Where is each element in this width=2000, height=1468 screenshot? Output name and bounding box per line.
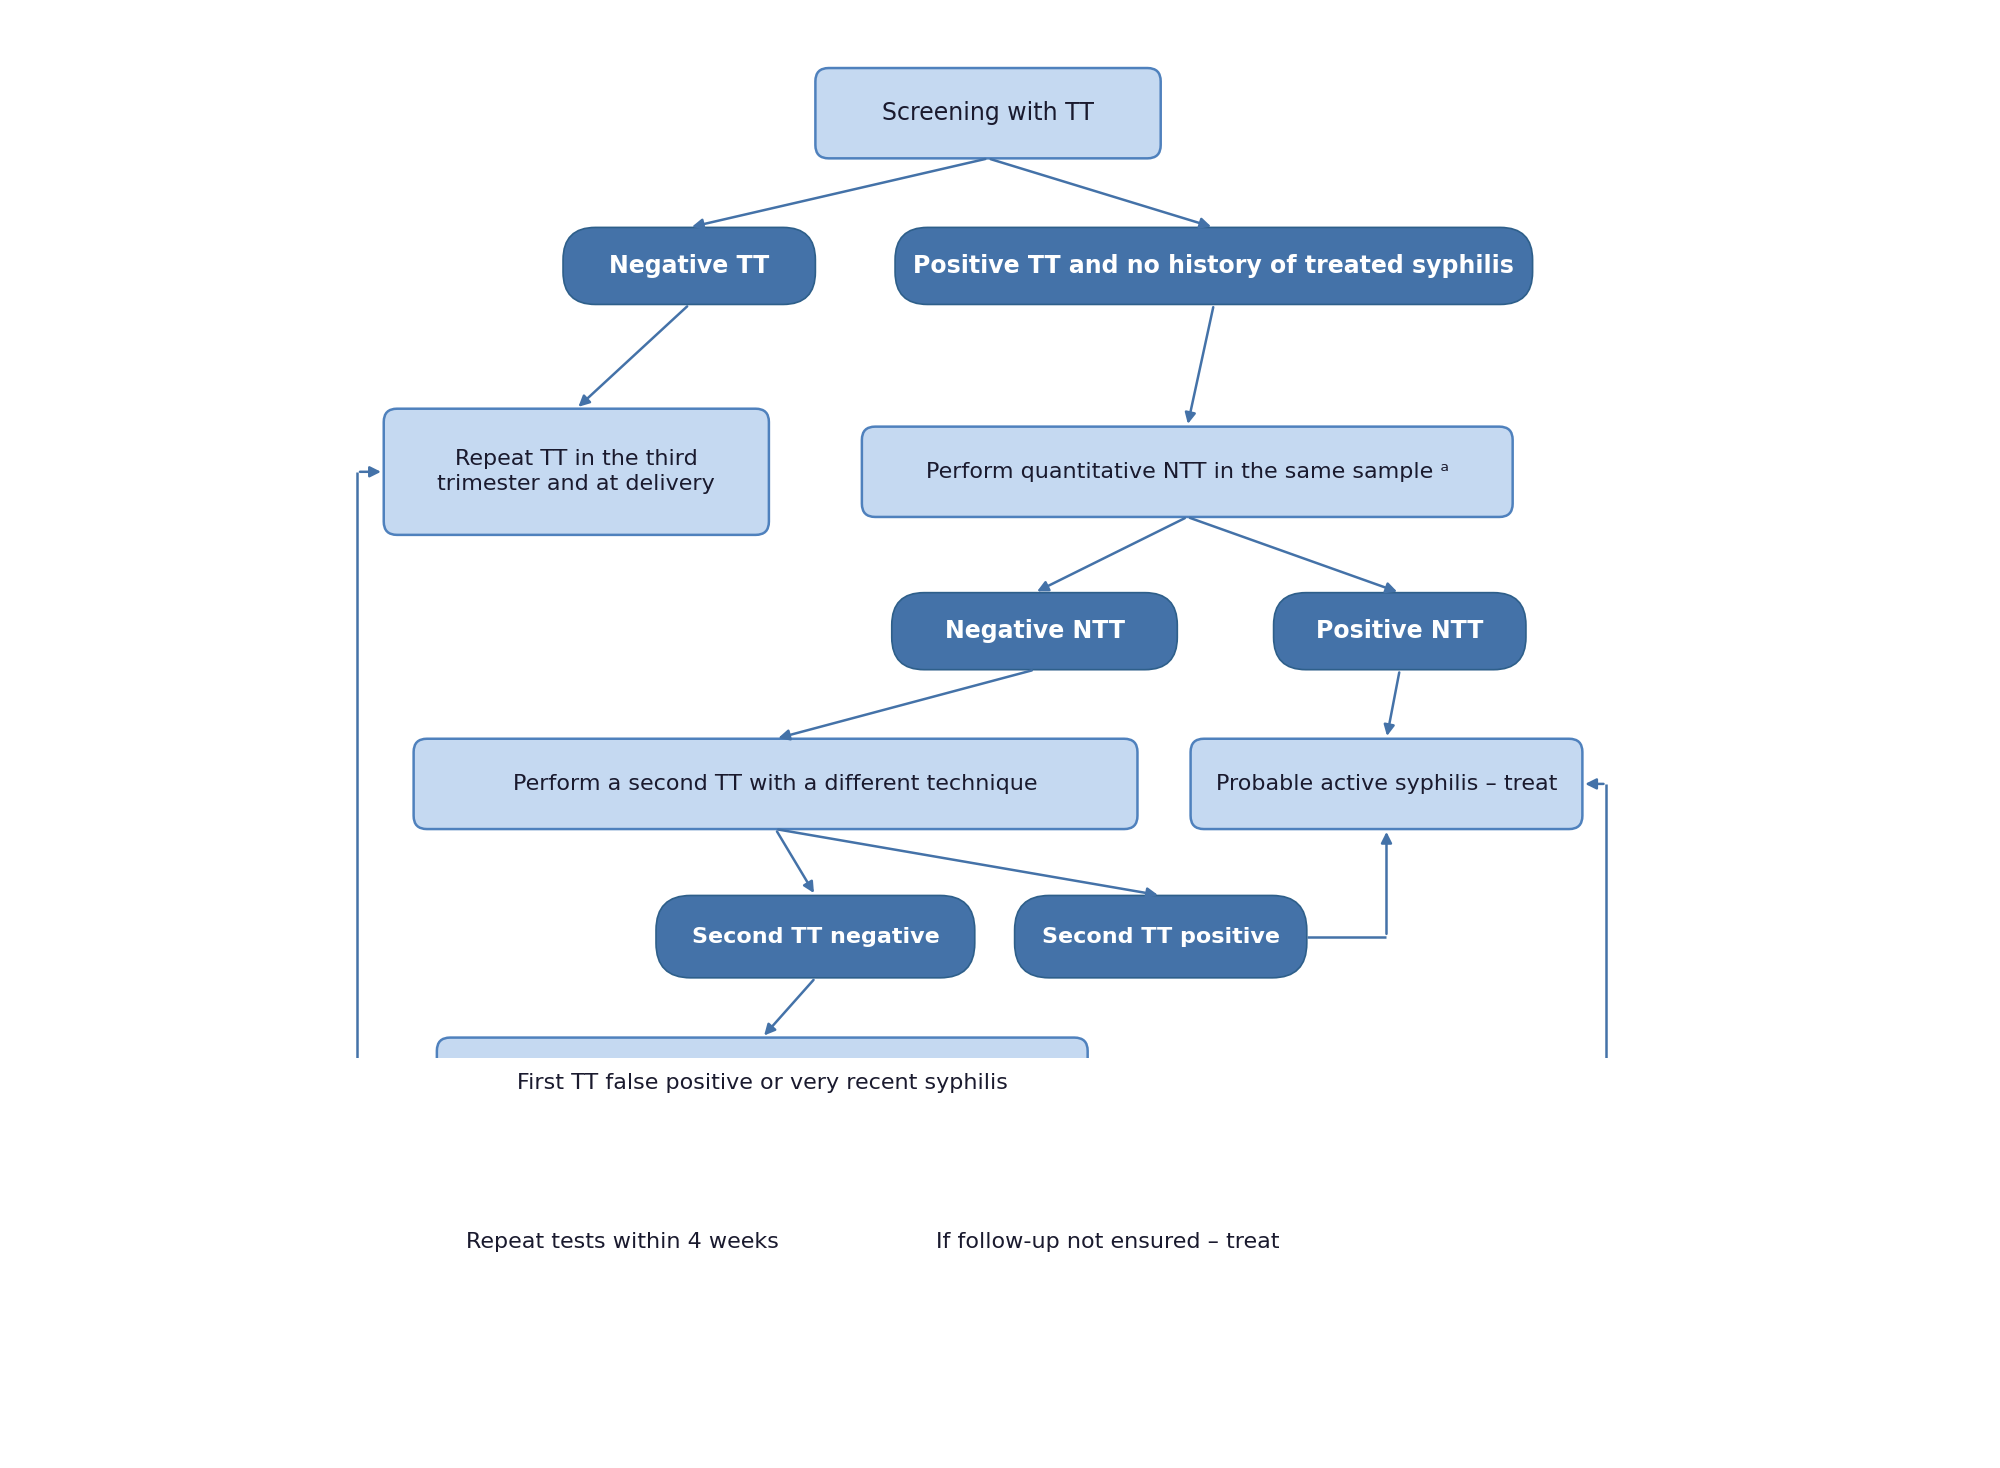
FancyBboxPatch shape [816, 1210, 828, 1274]
FancyBboxPatch shape [892, 593, 1178, 669]
FancyBboxPatch shape [836, 1414, 878, 1430]
Text: Negative: Negative [414, 1409, 540, 1433]
FancyBboxPatch shape [1570, 752, 1582, 816]
Text: Perform a second TT with a different technique: Perform a second TT with a different tec… [514, 774, 1038, 794]
FancyBboxPatch shape [908, 1196, 1306, 1287]
FancyBboxPatch shape [360, 1414, 402, 1430]
FancyBboxPatch shape [402, 1371, 552, 1468]
FancyBboxPatch shape [862, 427, 1512, 517]
FancyBboxPatch shape [436, 1051, 450, 1114]
FancyBboxPatch shape [416, 1210, 430, 1274]
FancyBboxPatch shape [450, 1038, 1074, 1127]
FancyBboxPatch shape [1500, 260, 1532, 272]
FancyBboxPatch shape [552, 1414, 592, 1430]
FancyBboxPatch shape [876, 427, 1500, 517]
FancyBboxPatch shape [398, 408, 756, 534]
Text: Probable active syphilis – treat: Probable active syphilis – treat [1216, 774, 1558, 794]
FancyBboxPatch shape [1274, 625, 1306, 637]
Text: Second TT positive: Second TT positive [1042, 926, 1280, 947]
FancyBboxPatch shape [564, 228, 816, 304]
FancyBboxPatch shape [908, 1210, 922, 1274]
Text: Repeat tests within 4 weeks: Repeat tests within 4 weeks [466, 1232, 780, 1252]
FancyBboxPatch shape [1014, 895, 1306, 978]
FancyBboxPatch shape [896, 228, 1532, 304]
FancyBboxPatch shape [564, 260, 596, 272]
FancyBboxPatch shape [690, 895, 940, 978]
FancyBboxPatch shape [1500, 440, 1512, 504]
FancyBboxPatch shape [892, 625, 924, 637]
FancyBboxPatch shape [928, 228, 1500, 304]
FancyBboxPatch shape [1204, 738, 1570, 829]
FancyBboxPatch shape [430, 1196, 816, 1287]
FancyBboxPatch shape [1190, 752, 1204, 816]
Text: Repeat TT in the third
trimester and at delivery: Repeat TT in the third trimester and at … [438, 449, 716, 495]
FancyBboxPatch shape [896, 260, 928, 272]
FancyBboxPatch shape [756, 421, 768, 521]
FancyBboxPatch shape [1494, 625, 1526, 637]
FancyBboxPatch shape [416, 1196, 828, 1287]
Text: First TT false positive or very recent syphilis: First TT false positive or very recent s… [516, 1073, 1008, 1092]
FancyBboxPatch shape [924, 593, 1144, 669]
Text: Negative TT: Negative TT [610, 254, 770, 277]
FancyBboxPatch shape [646, 1414, 688, 1430]
Text: Positive: Positive [706, 1409, 818, 1433]
FancyBboxPatch shape [816, 68, 1160, 159]
FancyBboxPatch shape [828, 68, 1148, 159]
FancyBboxPatch shape [426, 738, 1124, 829]
FancyBboxPatch shape [656, 931, 690, 944]
FancyBboxPatch shape [940, 931, 974, 944]
FancyBboxPatch shape [360, 1371, 592, 1468]
FancyBboxPatch shape [1144, 625, 1178, 637]
FancyBboxPatch shape [1050, 895, 1272, 978]
FancyBboxPatch shape [1148, 81, 1160, 145]
FancyBboxPatch shape [384, 421, 398, 521]
FancyBboxPatch shape [1274, 593, 1526, 669]
Text: Positive NTT: Positive NTT [1316, 619, 1484, 643]
FancyBboxPatch shape [646, 1371, 878, 1468]
Text: Perform quantitative NTT in the same sample ᵃ: Perform quantitative NTT in the same sam… [926, 462, 1448, 482]
FancyBboxPatch shape [862, 440, 876, 504]
FancyBboxPatch shape [596, 228, 784, 304]
Text: Second TT negative: Second TT negative [692, 926, 940, 947]
FancyBboxPatch shape [656, 895, 974, 978]
Text: Positive TT and no history of treated syphilis: Positive TT and no history of treated sy… [914, 254, 1514, 277]
FancyBboxPatch shape [1272, 931, 1306, 944]
Text: If follow-up not ensured – treat: If follow-up not ensured – treat [936, 1232, 1280, 1252]
FancyBboxPatch shape [922, 1196, 1294, 1287]
FancyBboxPatch shape [1294, 1210, 1306, 1274]
FancyBboxPatch shape [1190, 738, 1582, 829]
FancyBboxPatch shape [384, 408, 768, 534]
Text: Negative NTT: Negative NTT [944, 619, 1124, 643]
FancyBboxPatch shape [1306, 593, 1494, 669]
Text: Screening with TT: Screening with TT [882, 101, 1094, 125]
FancyBboxPatch shape [414, 752, 426, 816]
FancyBboxPatch shape [414, 738, 1138, 829]
FancyBboxPatch shape [1074, 1051, 1088, 1114]
FancyBboxPatch shape [1014, 931, 1050, 944]
FancyBboxPatch shape [436, 1038, 1088, 1127]
FancyBboxPatch shape [1124, 752, 1138, 816]
FancyBboxPatch shape [784, 260, 816, 272]
FancyBboxPatch shape [688, 1371, 836, 1468]
FancyBboxPatch shape [816, 81, 828, 145]
